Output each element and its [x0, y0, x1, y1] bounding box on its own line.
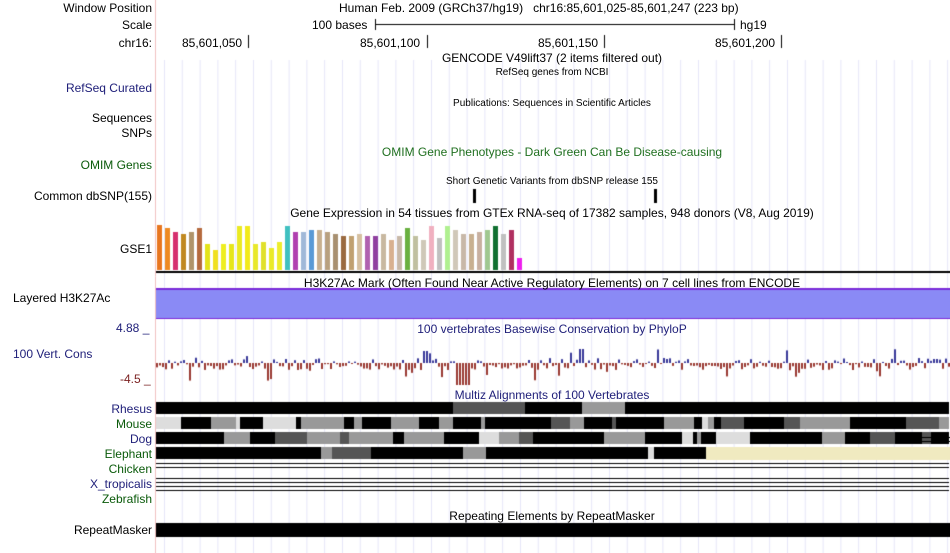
species-mouse[interactable]: Mouse — [115, 417, 152, 431]
refseq-track-label[interactable]: RefSeq Curated — [65, 81, 152, 95]
assembly-label: hg19 — [740, 18, 767, 32]
ruler-tick-2: 85,601,100 — [360, 36, 421, 50]
species-rhesus[interactable]: Rhesus — [111, 402, 152, 416]
species-chicken[interactable]: Chicken — [108, 462, 152, 476]
repeat-track-label[interactable]: RepeatMasker — [73, 523, 152, 537]
omim-track-title[interactable]: OMIM Gene Phenotypes - Dark Green Can Be… — [381, 145, 723, 159]
dbsnp-track-label[interactable]: Common dbSNP(155) — [33, 189, 152, 203]
gtex-track-title[interactable]: Gene Expression in 54 tissues from GTEx … — [290, 206, 814, 220]
snps-track-label[interactable]: SNPs — [121, 126, 152, 140]
ruler-tick-4: 85,601,200 — [715, 36, 776, 50]
refseq-track-title[interactable]: RefSeq genes from NCBI — [495, 67, 609, 78]
publications-track-title[interactable]: Publications: Sequences in Scientific Ar… — [453, 98, 651, 109]
gse1-track-label[interactable]: GSE1 — [119, 242, 152, 256]
gencode-track-title[interactable]: GENCODE V49lift37 (2 items filtered out) — [441, 51, 663, 65]
omim-track-label[interactable]: OMIM Genes — [80, 158, 152, 172]
species-dog[interactable]: Dog — [129, 432, 152, 446]
window-position-value: Human Feb. 2009 (GRCh37/hg19) chr16:85,6… — [339, 1, 739, 15]
species-x-tropicalis[interactable]: X_tropicalis — [89, 477, 152, 491]
species-elephant[interactable]: Elephant — [104, 447, 152, 461]
scale-value: 100 bases — [312, 18, 368, 32]
cons-track-label[interactable]: 100 Vert. Cons — [13, 347, 93, 361]
ruler-tick-1: 85,601,050 — [182, 36, 243, 50]
h3k27ac-track-title[interactable]: H3K27Ac Mark (Often Found Near Active Re… — [303, 276, 801, 290]
scale-label: Scale — [121, 18, 152, 32]
multiz-track-title[interactable]: Multiz Alignments of 100 Vertebrates — [454, 388, 650, 402]
sequences-track-label[interactable]: Sequences — [91, 111, 152, 125]
cons-track-title[interactable]: 100 vertebrates Basewise Conservation by… — [417, 322, 687, 336]
cons-max-label: 4.88 _ — [116, 321, 150, 335]
cons-min-label: -4.5 _ — [120, 372, 151, 386]
repeat-track-title[interactable]: Repeating Elements by RepeatMasker — [449, 509, 655, 523]
ruler-tick-3: 85,601,150 — [538, 36, 599, 50]
window-position-label: Window Position — [63, 1, 152, 15]
h3k27ac-track-label[interactable]: Layered H3K27Ac — [13, 291, 111, 305]
species-zebrafish[interactable]: Zebrafish — [101, 492, 152, 506]
dbsnp-track-title[interactable]: Short Genetic Variants from dbSNP releas… — [446, 176, 658, 187]
chrom-label: chr16: — [118, 36, 152, 50]
